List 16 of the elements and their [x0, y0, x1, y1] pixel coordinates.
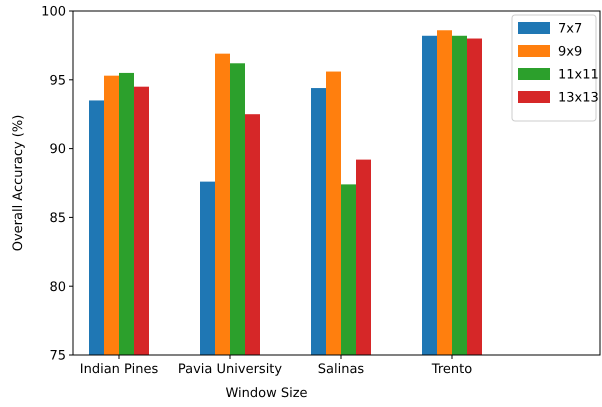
y-tick-label: 75 [49, 348, 66, 364]
x-tick-label: Pavia University [178, 362, 282, 377]
legend-label: 9x9 [558, 44, 582, 60]
y-tick-label: 85 [49, 210, 66, 226]
legend-label: 7x7 [558, 22, 582, 37]
x-tick-label: Salinas [318, 362, 364, 377]
x-axis-title: Window Size [225, 386, 308, 401]
y-tick-label: 100 [41, 4, 66, 20]
legend-label: 11x11 [558, 68, 599, 83]
y-tick-label: 90 [49, 142, 66, 158]
x-tick-label: Trento [430, 362, 472, 377]
y-tick-label: 95 [49, 73, 66, 88]
y-axis-title: Overall Accuracy (%) [11, 114, 26, 252]
legend-label: 13x13 [558, 90, 599, 106]
y-tick-label: 80 [49, 280, 66, 295]
x-tick-label: Indian Pines [80, 362, 158, 377]
